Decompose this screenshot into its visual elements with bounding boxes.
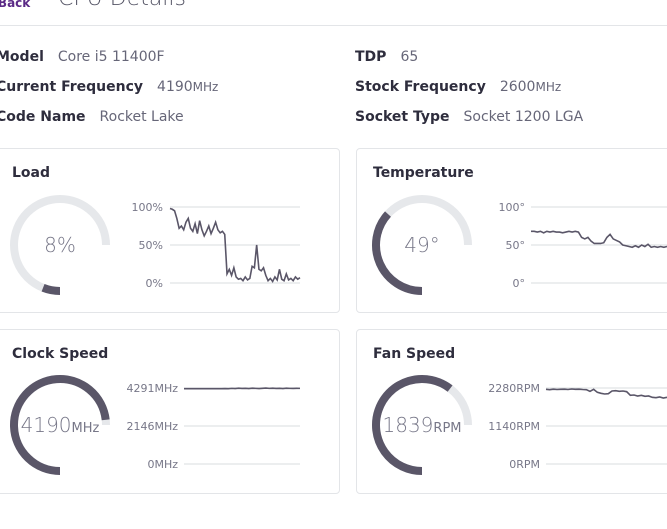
gauge-fill [41,283,61,295]
history-line [184,387,301,390]
y-tick-label: 100% [132,201,163,214]
y-tick-label: 2146MHz [126,420,178,433]
y-tick-label: 0MHz [147,458,178,471]
spec-tdp: TDP 65 [355,49,419,65]
card-title: Load [12,165,51,181]
card-title: Clock Speed [12,346,109,362]
gauge-fill [10,375,110,475]
gauge-fill [372,375,453,475]
history-line [545,388,667,399]
card-2-graphics: 4190MHz 4291MHz 2146MHz 0MHz [10,375,301,475]
page-header: « Back CPU Details [0,0,667,26]
gauge-fill [372,211,423,295]
gauge-value: 1839RPM [383,413,462,437]
y-tick-label: 50° [506,239,526,252]
page-title: CPU Details [58,0,186,11]
y-tick-label: 4291MHz [126,382,178,395]
y-tick-label: 0RPM [509,458,540,471]
history-line [531,230,667,249]
y-tick-label: 100° [499,201,526,214]
history-line [169,207,301,283]
clock-speed-card: Clock Speed [0,329,340,494]
spec-socket-type: Socket Type Socket 1200 LGA [355,109,584,125]
gauge-value: 49° [404,233,439,257]
load-card: Load [0,148,340,313]
gauge-track [10,195,110,295]
card-title: Temperature [373,165,474,181]
gauge-value: 4190MHz [21,413,100,437]
y-tick-label: 2280RPM [488,382,540,395]
gauge-value: 8% [44,233,76,257]
back-link[interactable]: « Back [0,0,31,10]
spec-model: Model Core i5 11400F [0,49,165,65]
y-tick-label: 50% [139,239,163,252]
card-3-graphics: 1839RPM 2280RPM 1140RPM 0RPM [372,375,667,475]
y-tick-label: 1140RPM [488,420,540,433]
card-title: Fan Speed [373,346,456,362]
spec-code-name: Code Name Rocket Lake [0,109,184,125]
card-1-graphics: 49° 100° 50° 0° [372,195,667,295]
spec-current-frequency: Current Frequency 4190MHz [0,79,219,95]
card-0-graphics: 8% 100% 50% 0% [10,195,301,295]
spec-stock-frequency: Stock Frequency 2600MHz [355,79,562,95]
y-tick-label: 0° [513,277,526,290]
y-tick-label: 0% [146,277,163,290]
